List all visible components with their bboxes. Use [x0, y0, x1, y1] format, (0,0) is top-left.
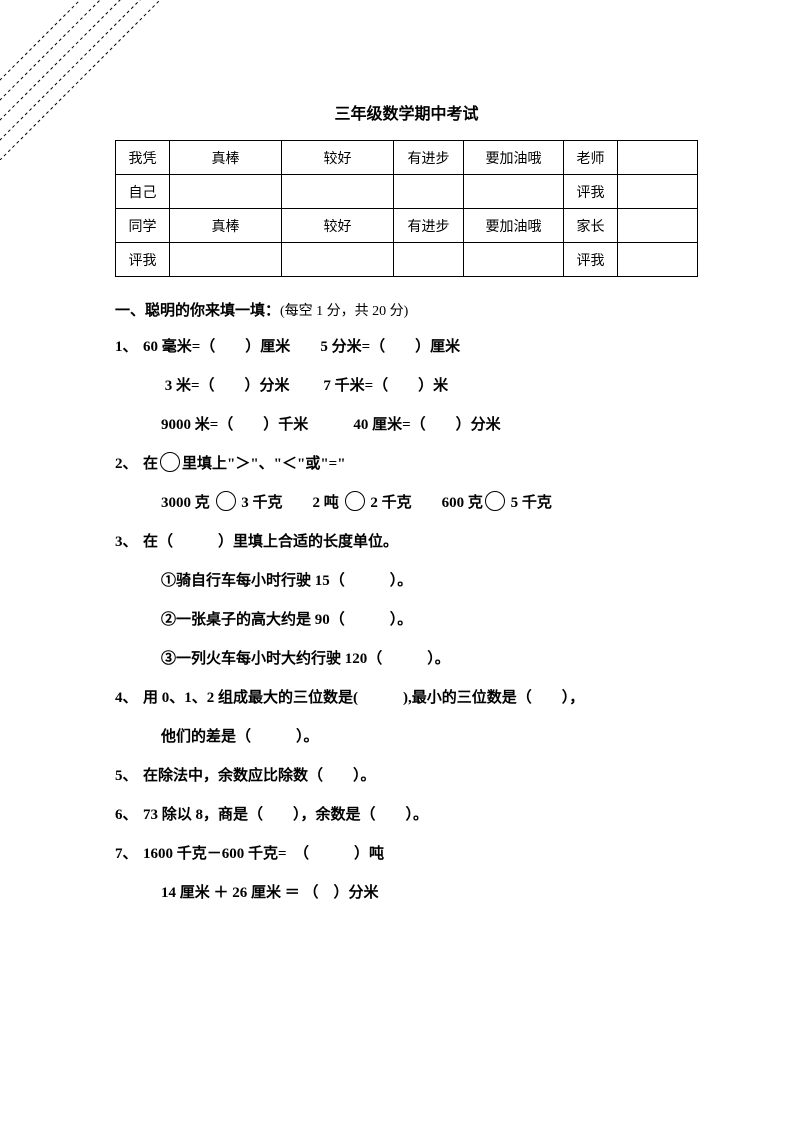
cell-empty [618, 209, 698, 243]
q2-heading-b: 里填上"＞"、"＜"或"=" [182, 456, 346, 472]
question-number: 3、 [115, 523, 143, 562]
q3-item3: ③一列火车每小时大约行驶 120（ ）。 [161, 640, 698, 679]
cell [394, 243, 464, 277]
cell: 较好 [282, 209, 394, 243]
q3-item2: ②一张桌子的高大约是 90（ ）。 [161, 601, 698, 640]
question-number: 7、 [115, 835, 143, 874]
q1-line3a: 9000 米=（ ）千米 [161, 417, 308, 433]
cell-right-label: 评我 [564, 243, 618, 277]
section-heading-bold: 一、聪明的你来填一填： [115, 303, 280, 319]
question-number: 5、 [115, 757, 143, 796]
q7-line1: 1600 千克－600 千克= （ ）吨 [143, 846, 384, 862]
question-1: 1、60 毫米=（ ）厘米 5 分米=（ ）厘米 [115, 328, 698, 367]
table-row: 我凭 真棒 较好 有进步 要加油哦 老师 [116, 141, 698, 175]
section-1-heading: 一、聪明的你来填一填：(每空 1 分，共 20 分) [115, 295, 698, 328]
q4-line2: 他们的差是（ ）。 [161, 718, 698, 757]
circle-icon [160, 452, 180, 472]
cell: 有进步 [394, 141, 464, 175]
cell [464, 175, 564, 209]
cell [170, 243, 282, 277]
question-7: 7、1600 千克－600 千克= （ ）吨 [115, 835, 698, 874]
cell [282, 175, 394, 209]
q6-text: 73 除以 8，商是（ ），余数是（ ）。 [143, 807, 428, 823]
circle-icon [345, 491, 365, 511]
cell-right-label: 家长 [564, 209, 618, 243]
cell-right-label: 老师 [564, 141, 618, 175]
question-3: 3、在（ ）里填上合适的长度单位。 [115, 523, 698, 562]
cell-label: 自己 [116, 175, 170, 209]
q2-item1b: 3 千克 [238, 495, 283, 511]
q1-line2a: 3 米=（ ）分米 [165, 378, 290, 394]
cell-label: 评我 [116, 243, 170, 277]
question-number: 6、 [115, 796, 143, 835]
q1-line1a: 60 毫米=（ ）厘米 [143, 339, 290, 355]
q3-heading: 在（ ）里填上合适的长度单位。 [143, 534, 398, 550]
circle-icon [485, 491, 505, 511]
table-row: 评我 评我 [116, 243, 698, 277]
q3-item3-text: ③一列火车每小时大约行驶 120（ ）。 [161, 651, 450, 667]
cell [282, 243, 394, 277]
cell-label: 我凭 [116, 141, 170, 175]
q3-item1: ①骑自行车每小时行驶 15（ ）。 [161, 562, 698, 601]
q7-line2: 14 厘米 ＋ 26 厘米 ＝ （ ）分米 [161, 874, 698, 913]
evaluation-table: 我凭 真棒 较好 有进步 要加油哦 老师 自己 评我 同学 真棒 较好 有进步 … [115, 140, 698, 277]
cell-right-label: 评我 [564, 175, 618, 209]
q4-line1: 用 0、1、2 组成最大的三位数是( ),最小的三位数是（ ）， [143, 690, 584, 706]
cell-empty [618, 141, 698, 175]
cell: 真棒 [170, 141, 282, 175]
table-row: 自己 评我 [116, 175, 698, 209]
section-heading-note: (每空 1 分，共 20 分) [280, 304, 408, 319]
question-number: 2、 [115, 445, 143, 484]
cell-empty [618, 243, 698, 277]
cell [394, 175, 464, 209]
q3-item2-text: ②一张桌子的高大约是 90（ ）。 [161, 612, 412, 628]
q2-item3b: 5 千克 [507, 495, 552, 511]
q2-item3a: 600 克 [442, 495, 483, 511]
cell: 要加油哦 [464, 141, 564, 175]
q3-item1-text: ①骑自行车每小时行驶 15（ ）。 [161, 573, 412, 589]
cell [464, 243, 564, 277]
q2-item1a: 3000 克 [161, 495, 214, 511]
corner-dashed-lines [0, 0, 160, 160]
q1-line2: 3 米=（ ）分米 7 千米=（ ）米 [161, 367, 698, 406]
q2-item2b: 2 千克 [367, 495, 412, 511]
q1-line1b: 5 分米=（ ）厘米 [320, 339, 460, 355]
cell: 真棒 [170, 209, 282, 243]
question-5: 5、在除法中，余数应比除数（ ）。 [115, 757, 698, 796]
circle-icon [216, 491, 236, 511]
question-number: 1、 [115, 328, 143, 367]
question-number: 4、 [115, 679, 143, 718]
cell [170, 175, 282, 209]
q2-item2a: 2 吨 [313, 495, 343, 511]
q2-heading-a: 在 [143, 456, 158, 472]
question-2: 2、在 里填上"＞"、"＜"或"=" [115, 445, 698, 484]
q5-text: 在除法中，余数应比除数（ ）。 [143, 768, 376, 784]
cell: 有进步 [394, 209, 464, 243]
cell: 较好 [282, 141, 394, 175]
cell: 要加油哦 [464, 209, 564, 243]
table-row: 同学 真棒 较好 有进步 要加油哦 家长 [116, 209, 698, 243]
question-6: 6、73 除以 8，商是（ ），余数是（ ）。 [115, 796, 698, 835]
q1-line2b: 7 千米=（ ）米 [323, 378, 448, 394]
cell-empty [618, 175, 698, 209]
q2-items: 3000 克 3 千克 2 吨 2 千克 600 克 5 千克 [161, 484, 698, 523]
q1-line3b: 40 厘米=（ ）分米 [353, 417, 500, 433]
question-4: 4、用 0、1、2 组成最大的三位数是( ),最小的三位数是（ ）， [115, 679, 698, 718]
cell-label: 同学 [116, 209, 170, 243]
page-title: 三年级数学期中考试 [115, 100, 698, 124]
q1-line3: 9000 米=（ ）千米 40 厘米=（ ）分米 [161, 406, 698, 445]
